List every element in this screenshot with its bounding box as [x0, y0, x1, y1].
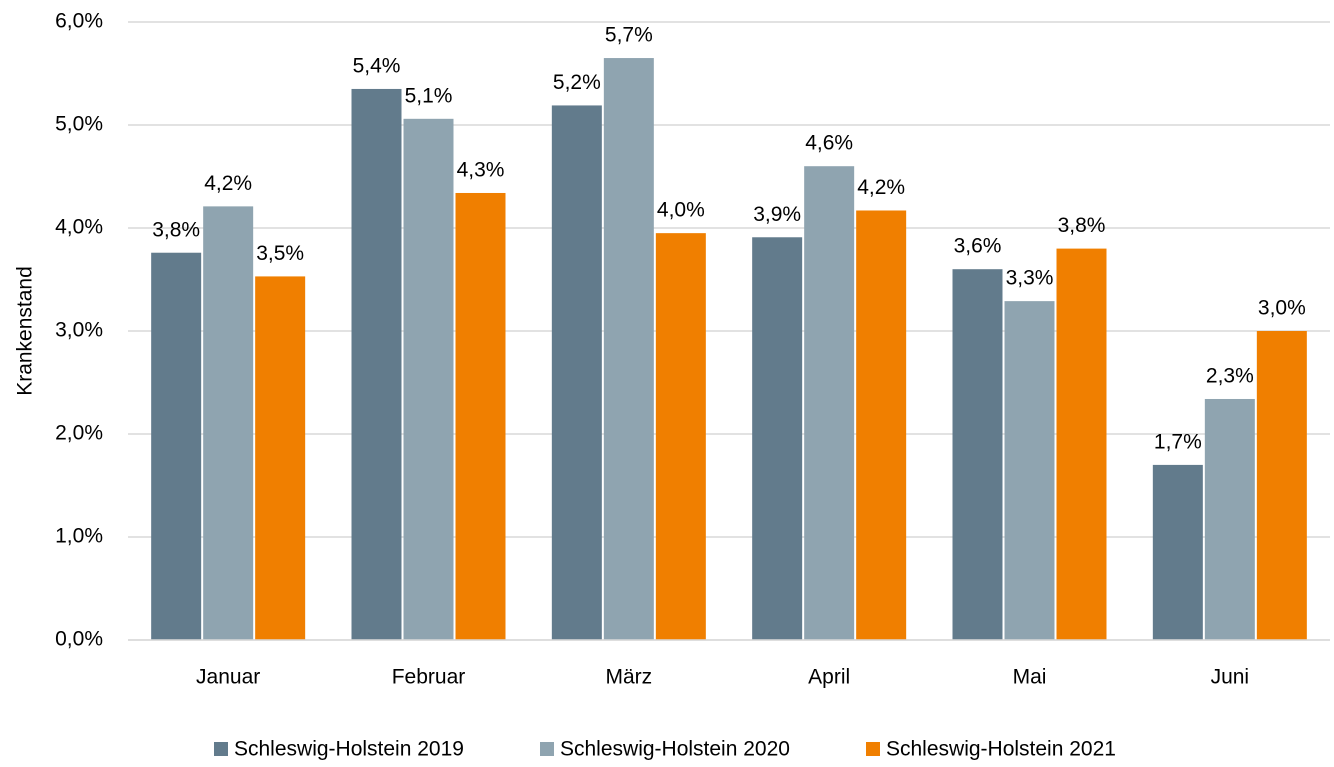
legend-swatch	[866, 742, 880, 756]
x-tick-label: Juni	[1211, 666, 1250, 689]
bar	[255, 276, 306, 640]
bar	[1004, 301, 1055, 640]
data-label: 3,5%	[256, 242, 304, 265]
bar	[551, 105, 602, 641]
data-label: 4,3%	[457, 159, 505, 182]
x-tick-label: März	[605, 666, 652, 689]
y-tick-label: 4,0%	[55, 216, 103, 239]
data-label: 5,4%	[353, 54, 401, 77]
data-label: 5,7%	[605, 24, 653, 47]
bar	[1152, 464, 1203, 640]
data-label: 3,0%	[1258, 297, 1306, 320]
bar	[856, 210, 907, 641]
y-tick-label: 0,0%	[55, 628, 103, 651]
data-label: 3,9%	[753, 203, 801, 226]
bar	[804, 166, 855, 640]
bar	[655, 233, 706, 640]
data-label: 4,0%	[657, 199, 705, 222]
data-label: 3,6%	[954, 235, 1002, 258]
bar	[351, 88, 402, 640]
data-label: 4,6%	[805, 132, 853, 155]
bar	[952, 269, 1003, 640]
bar	[1256, 331, 1307, 640]
data-label: 3,8%	[152, 218, 200, 241]
data-label: 4,2%	[857, 176, 905, 199]
data-label: 3,3%	[1006, 267, 1054, 290]
legend-swatch	[214, 742, 228, 756]
y-tick-label: 1,0%	[55, 525, 103, 548]
y-axis-label: Krankenstand	[14, 266, 37, 396]
bar	[403, 118, 454, 640]
data-label: 5,1%	[405, 84, 453, 107]
bar	[203, 206, 254, 640]
legend-label: Schleswig-Holstein 2020	[560, 738, 790, 761]
y-tick-label: 2,0%	[55, 422, 103, 445]
data-label: 5,2%	[553, 71, 601, 94]
x-tick-label: Mai	[1013, 666, 1047, 689]
bar	[1204, 398, 1255, 640]
x-tick-label: Januar	[196, 666, 260, 689]
legend-label: Schleswig-Holstein 2021	[886, 738, 1116, 761]
bar	[603, 58, 654, 641]
bar	[455, 192, 506, 641]
data-label: 4,2%	[204, 172, 252, 195]
data-label: 2,3%	[1206, 365, 1254, 388]
bar	[752, 237, 803, 640]
bar	[1056, 248, 1107, 640]
y-tick-label: 3,0%	[55, 319, 103, 342]
data-label: 1,7%	[1154, 430, 1202, 453]
bar	[151, 252, 202, 640]
x-tick-label: April	[808, 666, 850, 689]
y-tick-label: 6,0%	[55, 10, 103, 33]
data-label: 3,8%	[1058, 214, 1106, 237]
legend-swatch	[540, 742, 554, 756]
y-tick-label: 5,0%	[55, 113, 103, 136]
x-tick-label: Februar	[392, 666, 466, 689]
legend-label: Schleswig-Holstein 2019	[234, 738, 464, 761]
